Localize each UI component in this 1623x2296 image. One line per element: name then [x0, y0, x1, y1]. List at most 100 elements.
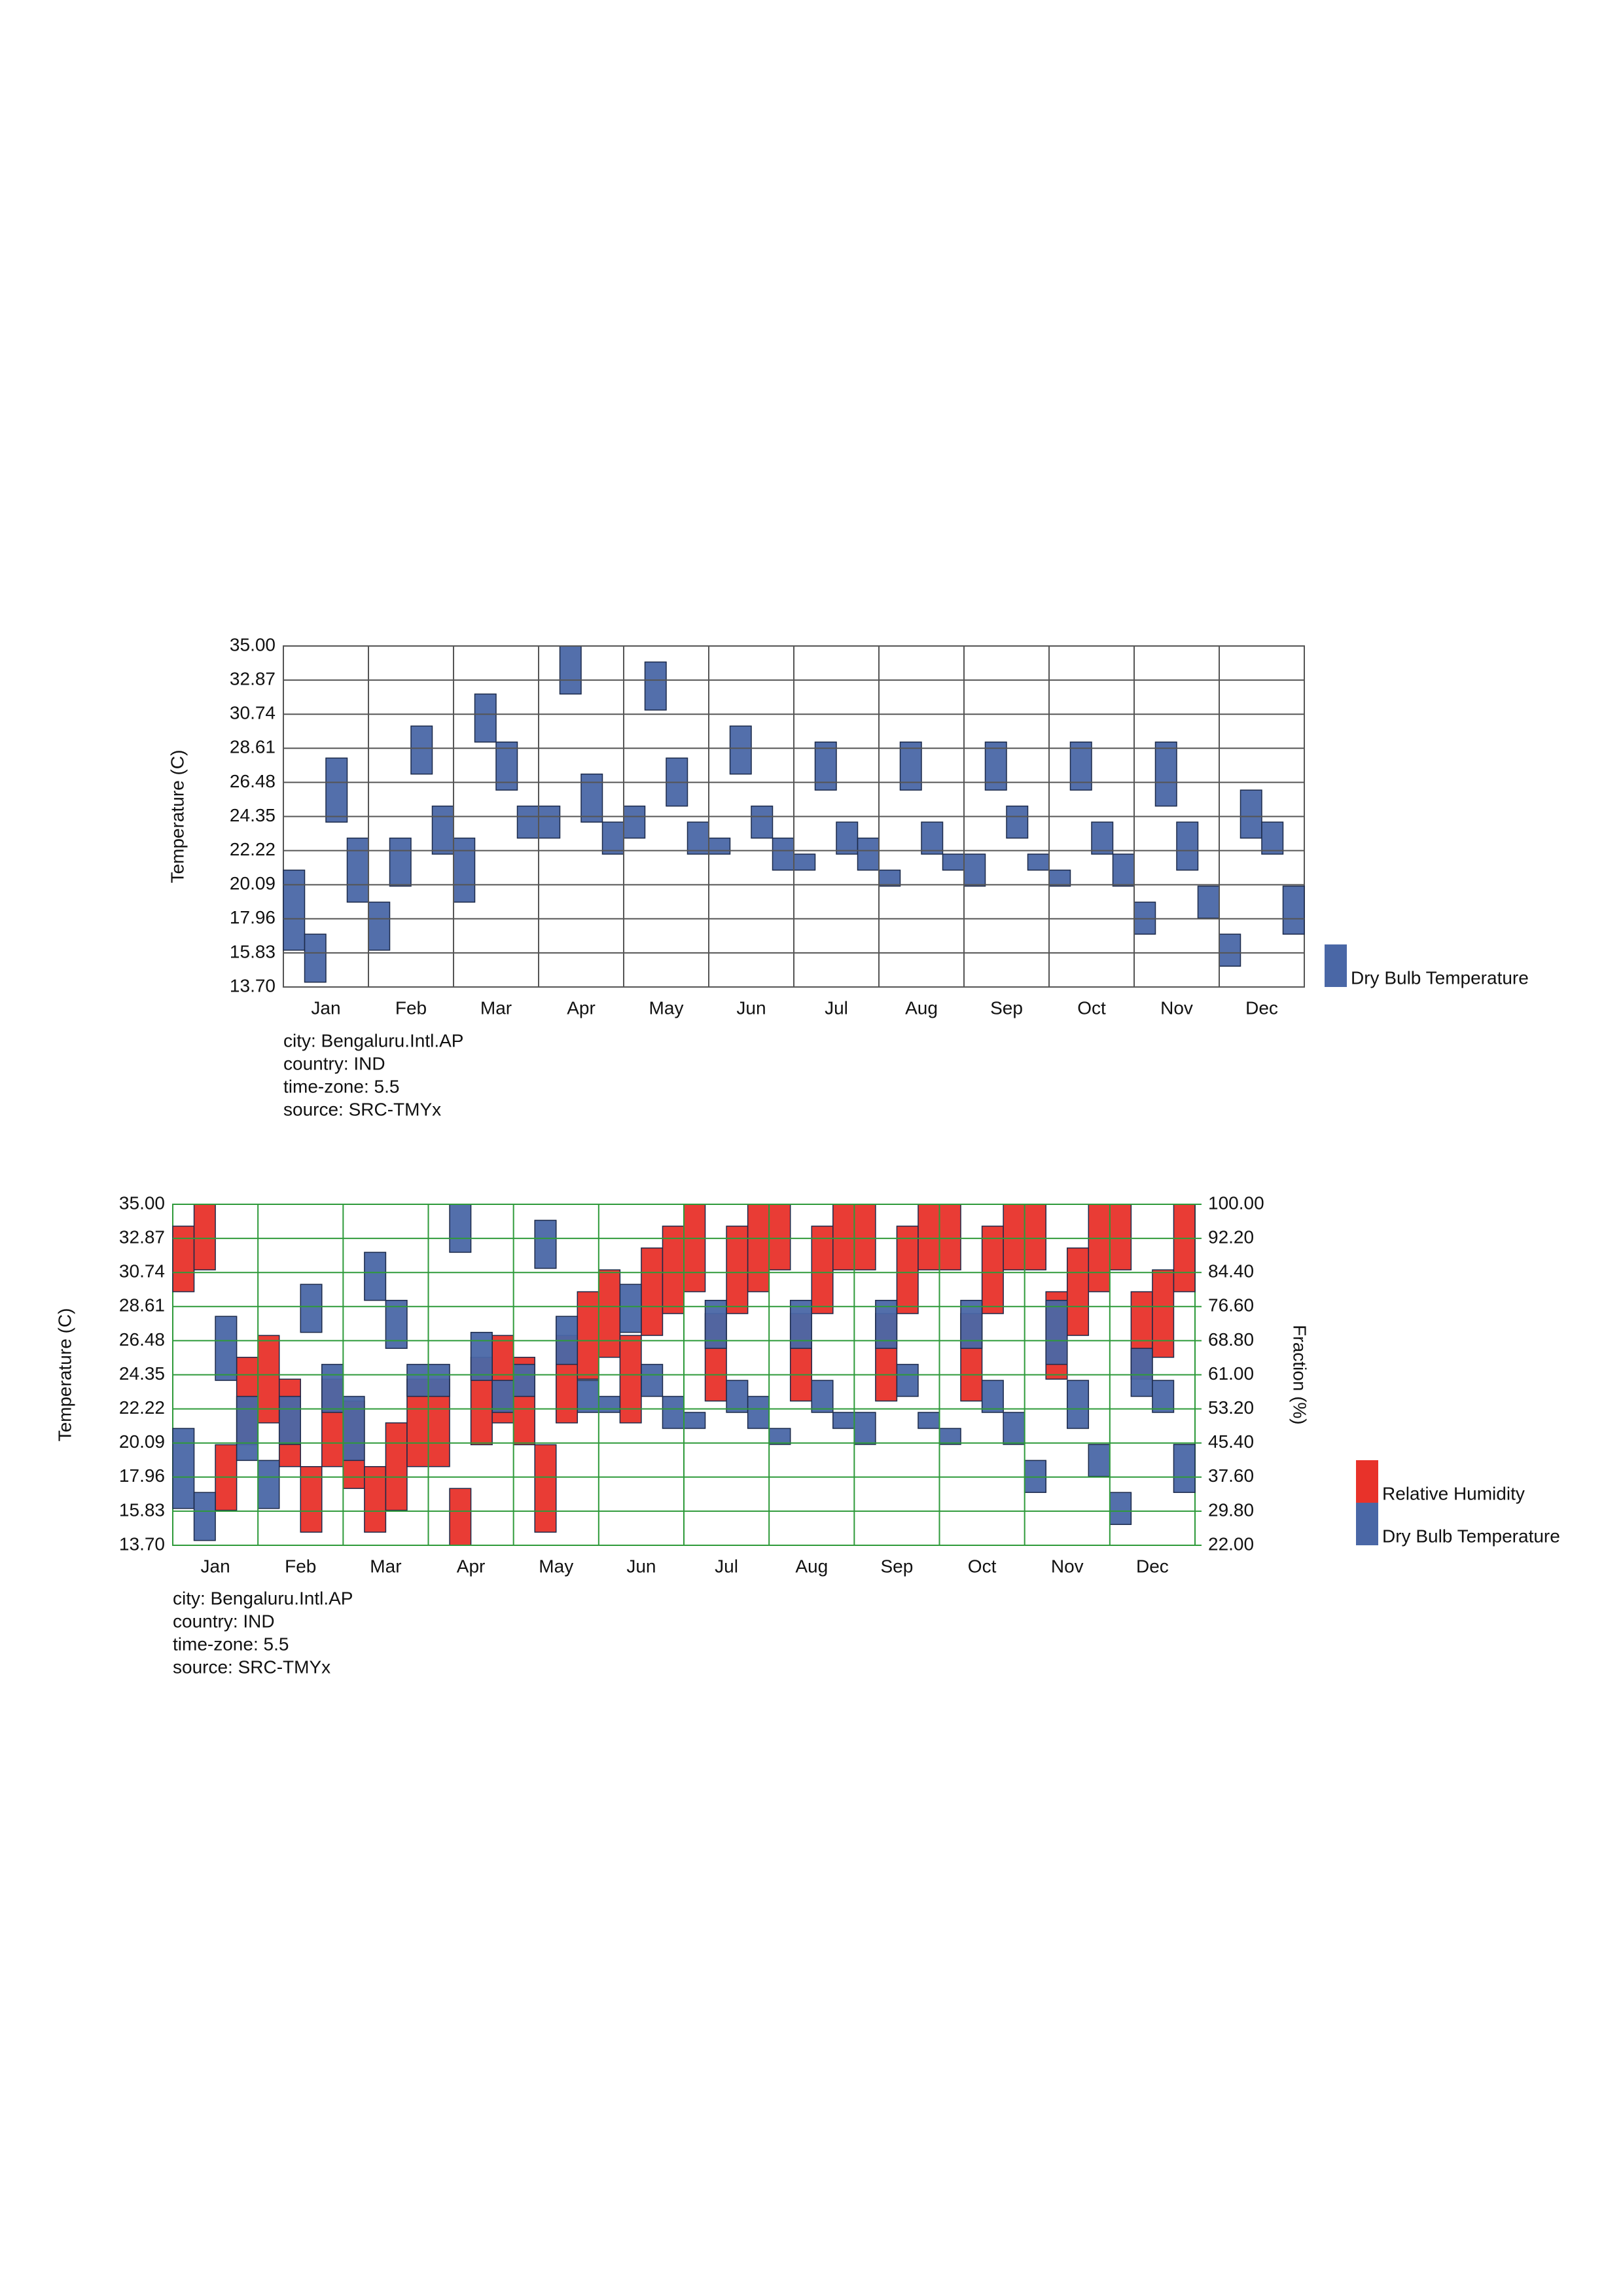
range-bar	[811, 1380, 834, 1413]
x-tick-label: Dec	[1245, 997, 1278, 1018]
range-bar	[942, 853, 965, 871]
range-bar	[470, 1331, 493, 1381]
range-bar	[474, 693, 497, 743]
range-bar	[1091, 821, 1114, 855]
legend-swatch	[1325, 944, 1347, 987]
legend-swatch	[1356, 1460, 1378, 1503]
range-bar	[389, 837, 412, 887]
range-bar	[938, 1204, 961, 1270]
range-bar	[662, 1225, 685, 1314]
range-bar	[687, 821, 709, 855]
info-note: city: Bengaluru.Intl.AP	[283, 1030, 463, 1050]
range-bar	[300, 1283, 323, 1333]
y-tick-label: 17.96	[230, 907, 276, 927]
range-bar	[321, 1363, 344, 1413]
range-bar	[747, 1395, 770, 1429]
range-bar	[538, 805, 561, 839]
y2-tick-label: 22.00	[1208, 1534, 1254, 1554]
range-bar	[1045, 1300, 1068, 1365]
range-bar	[768, 1427, 791, 1445]
y-tick-label: 30.74	[119, 1261, 165, 1282]
y-tick-label: 13.70	[119, 1534, 165, 1554]
range-bar	[981, 1225, 1004, 1314]
info-note: time-zone: 5.5	[283, 1076, 399, 1096]
range-bar	[491, 1380, 514, 1413]
y2-axis-label: Fraction (%)	[1290, 1325, 1310, 1424]
x-tick-label: Nov	[1051, 1556, 1084, 1576]
range-bar	[644, 661, 667, 711]
range-bar	[751, 805, 774, 839]
y-tick-label: 26.48	[119, 1329, 165, 1350]
legend-label: Relative Humidity	[1382, 1483, 1525, 1503]
range-bar	[1282, 886, 1305, 935]
range-bar	[215, 1316, 238, 1381]
y2-tick-label: 76.60	[1208, 1295, 1254, 1316]
range-bar	[406, 1363, 429, 1397]
range-bar	[747, 1204, 770, 1293]
info-note: source: SRC-TMYx	[283, 1099, 441, 1119]
range-bar	[512, 1363, 535, 1397]
x-tick-label: Apr	[457, 1556, 486, 1576]
range-bar	[304, 933, 327, 983]
range-bar	[1048, 869, 1071, 887]
y-tick-label: 22.22	[230, 839, 276, 859]
range-bar	[1006, 805, 1029, 839]
range-bar	[193, 1492, 216, 1541]
range-bar	[598, 1395, 621, 1413]
range-bar	[921, 821, 944, 855]
range-bar	[853, 1204, 876, 1270]
range-bar	[878, 869, 901, 887]
info-note: country: IND	[173, 1611, 275, 1631]
y2-tick-label: 84.40	[1208, 1261, 1254, 1282]
x-tick-label: Jan	[311, 997, 340, 1018]
range-bar	[1240, 789, 1262, 839]
x-tick-label: Nov	[1160, 997, 1193, 1018]
y-tick-label: 15.83	[230, 941, 276, 961]
range-bar	[853, 1412, 876, 1445]
y2-tick-label: 37.60	[1208, 1465, 1254, 1486]
y2-tick-label: 29.80	[1208, 1499, 1254, 1520]
range-bar	[1003, 1204, 1026, 1270]
range-bar	[598, 1269, 621, 1358]
x-tick-label: Jul	[825, 997, 848, 1018]
y-tick-label: 24.35	[230, 805, 276, 825]
range-bar	[938, 1427, 961, 1445]
range-bar	[1219, 933, 1241, 967]
range-bar	[1176, 821, 1199, 871]
y-tick-label: 15.83	[119, 1499, 165, 1520]
range-bar	[641, 1247, 664, 1336]
y2-tick-label: 53.20	[1208, 1397, 1254, 1418]
x-tick-label: Sep	[881, 1556, 914, 1576]
range-bar	[772, 837, 794, 871]
range-bar	[1112, 853, 1135, 887]
range-bar	[623, 805, 646, 839]
range-bar	[1152, 1380, 1175, 1413]
range-bar	[1173, 1444, 1196, 1494]
range-bar	[619, 1283, 642, 1333]
y-tick-label: 28.61	[119, 1295, 165, 1316]
x-tick-label: Aug	[795, 1556, 828, 1576]
info-note: city: Bengaluru.Intl.AP	[173, 1588, 353, 1608]
range-bar	[516, 805, 539, 839]
range-bar	[534, 1444, 557, 1533]
y-tick-label: 28.61	[230, 737, 276, 757]
range-bar	[427, 1363, 450, 1397]
range-bar	[1109, 1492, 1132, 1525]
y2-tick-label: 45.40	[1208, 1431, 1254, 1452]
x-tick-label: Feb	[395, 997, 427, 1018]
range-bar	[449, 1204, 472, 1253]
x-tick-label: Jul	[715, 1556, 738, 1576]
range-bar	[896, 1363, 919, 1397]
range-bar	[1261, 821, 1284, 855]
range-bar	[683, 1412, 706, 1429]
info-note: source: SRC-TMYx	[173, 1657, 330, 1677]
y-axis-label: Temperature (C)	[54, 1308, 75, 1442]
range-bar	[601, 821, 624, 855]
x-tick-label: Oct	[1077, 997, 1106, 1018]
range-bar	[1173, 1204, 1196, 1293]
range-bar	[453, 837, 476, 903]
range-bar	[641, 1363, 664, 1397]
range-bar	[726, 1225, 749, 1314]
range-bar	[577, 1380, 599, 1413]
